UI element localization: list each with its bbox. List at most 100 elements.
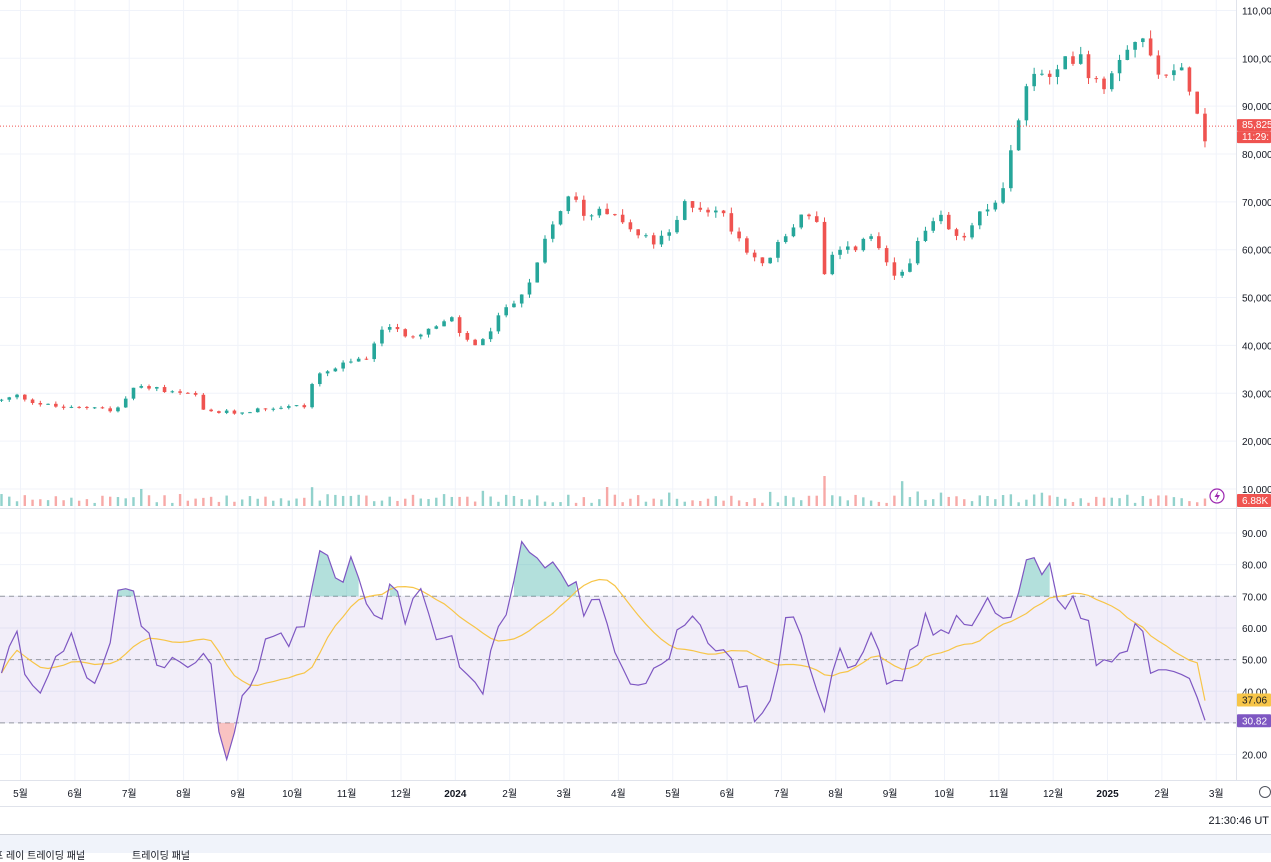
candle-body xyxy=(1086,54,1091,79)
volume-bar xyxy=(582,497,586,506)
candle-body xyxy=(582,199,586,216)
price-tick-label: 30,000 xyxy=(1242,389,1271,400)
candle-body xyxy=(1009,150,1013,189)
volume-bar xyxy=(1032,494,1036,506)
volume-bar xyxy=(520,499,523,506)
price-axis[interactable]: 110,000 100,000 90,000 80,000 70,000 60,000 50… xyxy=(1242,6,1271,496)
candle-body xyxy=(154,387,159,389)
candle-body xyxy=(0,399,4,401)
time-tick-label: 7월 xyxy=(774,788,789,800)
candle-body xyxy=(1063,56,1068,70)
time-tick-label: 12월 xyxy=(391,788,411,800)
candle-body xyxy=(1102,78,1106,90)
settings-icon[interactable] xyxy=(1259,786,1271,798)
time-tick-label: 6월 xyxy=(67,788,82,800)
candle-body xyxy=(85,406,89,408)
volume-bar xyxy=(62,500,65,506)
candle-body xyxy=(325,371,330,374)
volume-bar xyxy=(1126,494,1129,506)
candle-body xyxy=(380,329,384,344)
svg-text:6.88K: 6.88K xyxy=(1242,496,1268,507)
time-tick-label: 5월 xyxy=(13,788,28,800)
candle-body xyxy=(457,317,462,333)
candle-body xyxy=(77,406,81,408)
price-tick-label: 60,000 xyxy=(1242,246,1271,257)
candle-body xyxy=(1187,67,1192,92)
candle-body xyxy=(1156,55,1161,75)
candle-body xyxy=(597,208,602,216)
candle-body xyxy=(403,329,408,337)
rsi-tick-label: 60.00 xyxy=(1242,624,1267,635)
candle-body xyxy=(1078,54,1083,64)
candle-body xyxy=(861,238,866,251)
volume-bar xyxy=(675,498,679,506)
time-axis[interactable]: 5월 6월 7월 8월 9월 10월 11월 12월 2024 2월 3월 4월 5월 6월 7월 8월 9월 1… xyxy=(13,788,1223,800)
tab-trading-panel-a[interactable]: 프 레이 트레이딩 패널 xyxy=(0,851,86,862)
volume-bar xyxy=(823,476,826,506)
time-tick-label: 5월 xyxy=(665,788,680,800)
price-tick-label: 90,000 xyxy=(1242,102,1271,113)
volume-bar xyxy=(365,495,368,506)
time-tick-label: 2월 xyxy=(1154,788,1169,800)
volume-bar xyxy=(776,502,780,506)
volume-bar xyxy=(287,500,290,506)
candle-body xyxy=(38,403,43,405)
volume-bar xyxy=(691,500,694,506)
volume-bar xyxy=(978,495,981,506)
volume-bar xyxy=(613,494,617,506)
volume-bar xyxy=(947,496,950,506)
rsi-tick-label: 50.00 xyxy=(1242,656,1267,667)
time-tick-label: 8월 xyxy=(828,788,843,800)
volume-bar xyxy=(124,498,127,506)
volume-bar xyxy=(838,496,842,506)
volume-bar xyxy=(916,491,919,506)
volume-bar xyxy=(598,499,601,506)
volume-bar xyxy=(745,502,749,506)
candle-body xyxy=(318,373,322,385)
volume-bar xyxy=(768,491,772,506)
candle-body xyxy=(954,229,959,236)
candle-body xyxy=(1141,38,1145,43)
volume-bar xyxy=(1133,502,1137,506)
candle-body xyxy=(1125,49,1130,60)
candle-body xyxy=(92,407,97,409)
volume-bar xyxy=(23,495,26,506)
volume-bar xyxy=(1180,498,1183,506)
volume-bar xyxy=(986,495,989,506)
candle-body xyxy=(442,321,446,327)
volume-bar xyxy=(1164,495,1168,506)
candle-body xyxy=(333,368,338,372)
volume-bar xyxy=(194,498,197,506)
candle-body xyxy=(752,252,757,258)
volume-bar xyxy=(1141,495,1145,506)
volume-bar xyxy=(264,496,267,506)
volume-bar xyxy=(1017,502,1020,506)
candle-body xyxy=(690,201,695,208)
tab-trading-panel-b[interactable]: 트레이딩 패널 xyxy=(132,851,190,862)
candle-body xyxy=(46,403,50,405)
volume-bar xyxy=(559,502,562,506)
volume-bar xyxy=(970,501,974,506)
lightning-icon[interactable] xyxy=(1209,488,1225,504)
candle-body xyxy=(488,331,493,340)
volume-bar xyxy=(233,501,236,506)
candle-body xyxy=(108,408,112,412)
candle-body xyxy=(970,225,974,238)
time-tick-label: 4월 xyxy=(611,788,626,800)
volume-bar xyxy=(186,500,190,506)
rsi-overbought-fill xyxy=(1018,557,1050,597)
time-tick-label: 7월 xyxy=(122,788,137,800)
volume-bar xyxy=(1048,495,1051,506)
volume-bar xyxy=(567,494,570,506)
candle-body xyxy=(962,235,967,238)
clock-label[interactable]: 21:30:46 UT xyxy=(1208,815,1269,827)
price-tick-label: 10,000 xyxy=(1242,485,1271,496)
chart-canvas[interactable]: 110,000 100,000 90,000 80,000 70,000 60,000 50… xyxy=(0,0,1271,806)
volume-bar xyxy=(1102,497,1106,506)
volume-bar xyxy=(590,502,593,506)
rsi-tick-label: 80.00 xyxy=(1242,561,1267,572)
volume-bar xyxy=(209,496,213,506)
volume-bar xyxy=(419,498,422,506)
volume-bar xyxy=(1040,492,1044,506)
volume-bar xyxy=(380,500,384,506)
